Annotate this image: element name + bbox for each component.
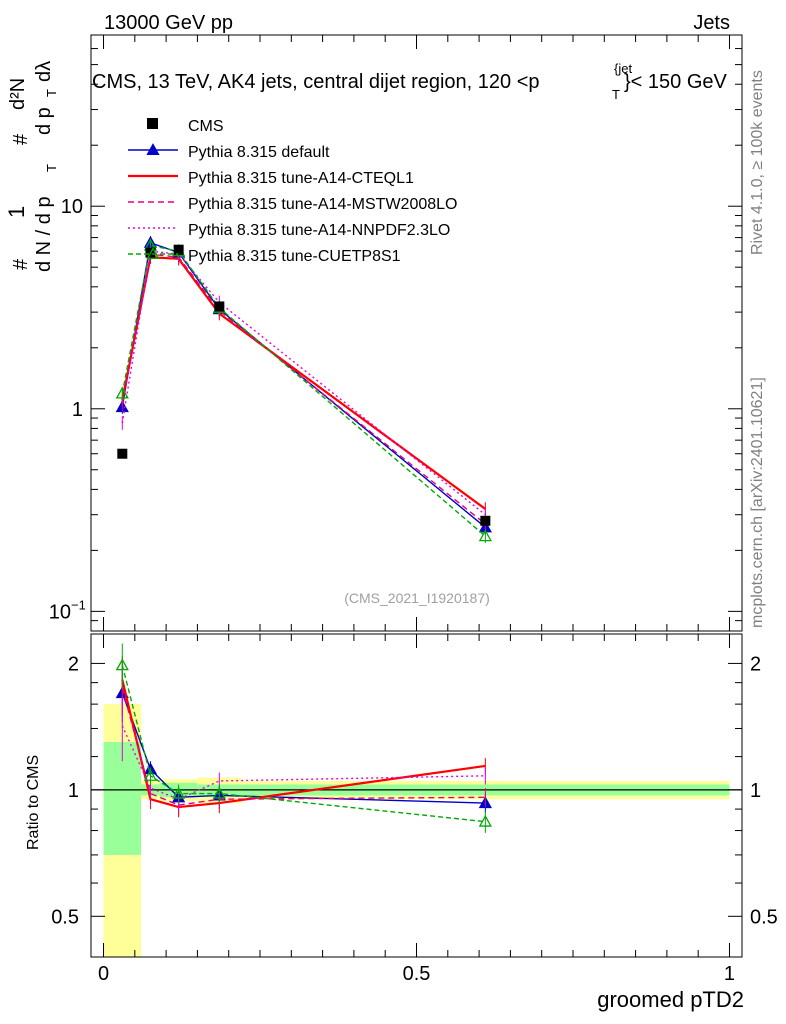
y-label-d2n: d²N [7,78,29,110]
y-label-hash1: # [10,258,32,270]
ratio-series-marker-4 [172,786,186,799]
title-main: CMS, 13 TeV, AK4 jets, central dijet reg… [92,71,540,93]
title-subscript: T [612,87,620,102]
mcplots-label: mcplots.cern.ch [arXiv:2401.10621] [749,377,766,628]
main-y-tick-exponent: −1 [71,597,86,612]
main-y-tick-label: 1 [72,399,83,421]
legend-label-cms: CMS [188,118,224,135]
ratio-y-tick-label: 2 [68,653,79,675]
main-series-marker-4 [478,529,492,542]
process-label: 13000 GeV pp [104,12,233,34]
legend-label-nnpdf23lo: Pythia 8.315 tune-A14-NNPDF2.3LO [188,222,450,239]
data-point [173,244,184,255]
y-label-sub1: T [44,164,59,172]
main-y-tick-label: 10 [61,196,83,218]
ratio-y-tick-label-right: 0.5 [750,906,778,928]
y-label-dn-dpt: d N / d p [33,196,55,272]
y-label-hash2: # [10,133,32,145]
main-series-marker-4 [115,386,129,399]
ratio-y-tick-label: 1 [68,780,79,802]
x-axis-label: groomed pTD2 [597,987,744,1012]
title-superscript: {jet [614,61,632,76]
data-point [117,448,128,459]
legend-label-default: Pythia 8.315 default [188,144,330,161]
ratio-series-line-2 [121,687,486,806]
legend-label-mstw2008lo: Pythia 8.315 tune-A14-MSTW2008LO [188,196,457,213]
main-y-axis-label: # 1 d N / d p T # d²N d p T dλ [4,61,59,272]
main-series-line-3 [121,250,486,516]
data-point [480,515,491,526]
ratio-series-marker-4 [143,768,158,781]
data-point [214,301,225,312]
ratio-x-tick-label: 1 [724,963,735,985]
ratio-series-marker-4 [478,814,492,827]
main-series-line-0 [121,241,486,528]
rivet-version-label: Rivet 4.1.0, ≥ 100k events [749,70,766,255]
y-label-dpt: d p [33,107,55,135]
title-tail: }< 150 GeV [624,71,728,93]
legend-label-cteql1: Pythia 8.315 tune-A14-CTEQL1 [188,170,414,187]
ratio-x-tick-label: 0.5 [403,963,431,985]
ratio-series-line-3 [121,725,486,800]
ratio-y-tick-label-right: 1 [750,780,761,802]
ratio-y-axis-label: Ratio to CMS [25,755,42,850]
legend-symbol-cms [147,118,158,129]
ratio-x-tick-label: 0 [98,963,109,985]
legend-label-cuetp8s1: Pythia 8.315 tune-CUETP8S1 [188,248,401,265]
legend-symbol-marker-0 [146,143,160,156]
ratio-y-tick-label: 0.5 [51,906,79,928]
ratio-y-tick-label-right: 2 [750,653,761,675]
y-label-dlambda: dλ [33,61,55,82]
y-label-one: 1 [4,206,29,218]
legend-symbol-marker-4 [146,247,160,260]
legend: CMS Pythia 8.315 default Pythia 8.315 tu… [128,118,457,265]
analysis-id-watermark: (CMS_2021_I1920187) [344,590,490,606]
ratio-series-marker-4 [115,658,129,671]
y-label-sub2: T [44,89,59,97]
main-y-tick-label: 10 [49,601,71,623]
ratio-series-marker-4 [212,786,226,799]
main-series-line-4 [121,244,486,537]
analysis-category-label: Jets [693,12,730,34]
plot-title: CMS, 13 TeV, AK4 jets, central dijet reg… [92,61,728,102]
